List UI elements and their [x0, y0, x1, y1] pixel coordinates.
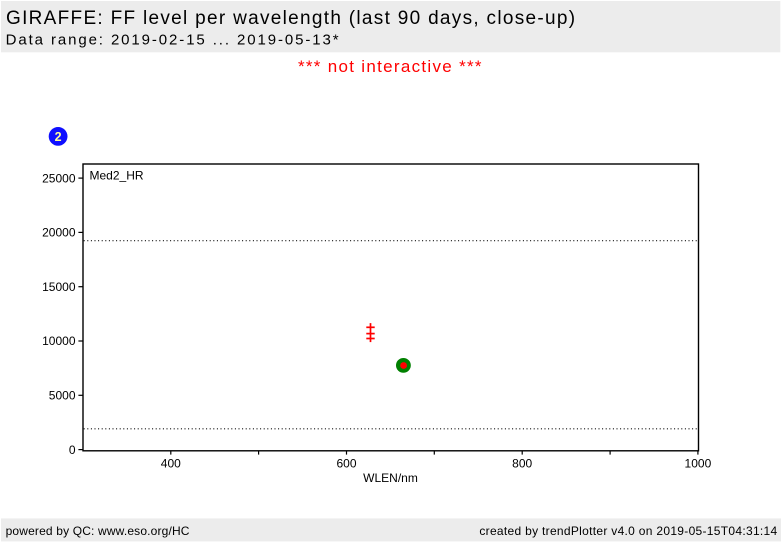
- svg-text:800: 800: [512, 457, 532, 471]
- svg-text:WLEN/nm: WLEN/nm: [363, 471, 418, 485]
- svg-text:10000: 10000: [42, 334, 76, 348]
- svg-text:400: 400: [161, 457, 181, 471]
- svg-text:1000: 1000: [685, 457, 712, 471]
- svg-text:600: 600: [336, 457, 356, 471]
- svg-text:2: 2: [55, 130, 62, 144]
- svg-text:Med2_HR: Med2_HR: [90, 169, 144, 183]
- svg-text:*** not interactive ***: *** not interactive ***: [298, 57, 483, 76]
- svg-text:25000: 25000: [42, 171, 76, 185]
- svg-text:GIRAFFE: FF level per waveleng: GIRAFFE: FF level per wavelength (last 9…: [6, 8, 576, 29]
- svg-text:0: 0: [69, 443, 76, 457]
- svg-text:15000: 15000: [42, 280, 76, 294]
- svg-text:20000: 20000: [42, 226, 76, 240]
- svg-text:5000: 5000: [49, 389, 76, 403]
- svg-text:Data range: 2019-02-15 ... 201: Data range: 2019-02-15 ... 2019-05-13*: [6, 31, 341, 48]
- svg-text:powered by QC: www.eso.org/HC: powered by QC: www.eso.org/HC: [6, 524, 190, 538]
- svg-text:created by trendPlotter v4.0 o: created by trendPlotter v4.0 on 2019-05-…: [479, 524, 777, 538]
